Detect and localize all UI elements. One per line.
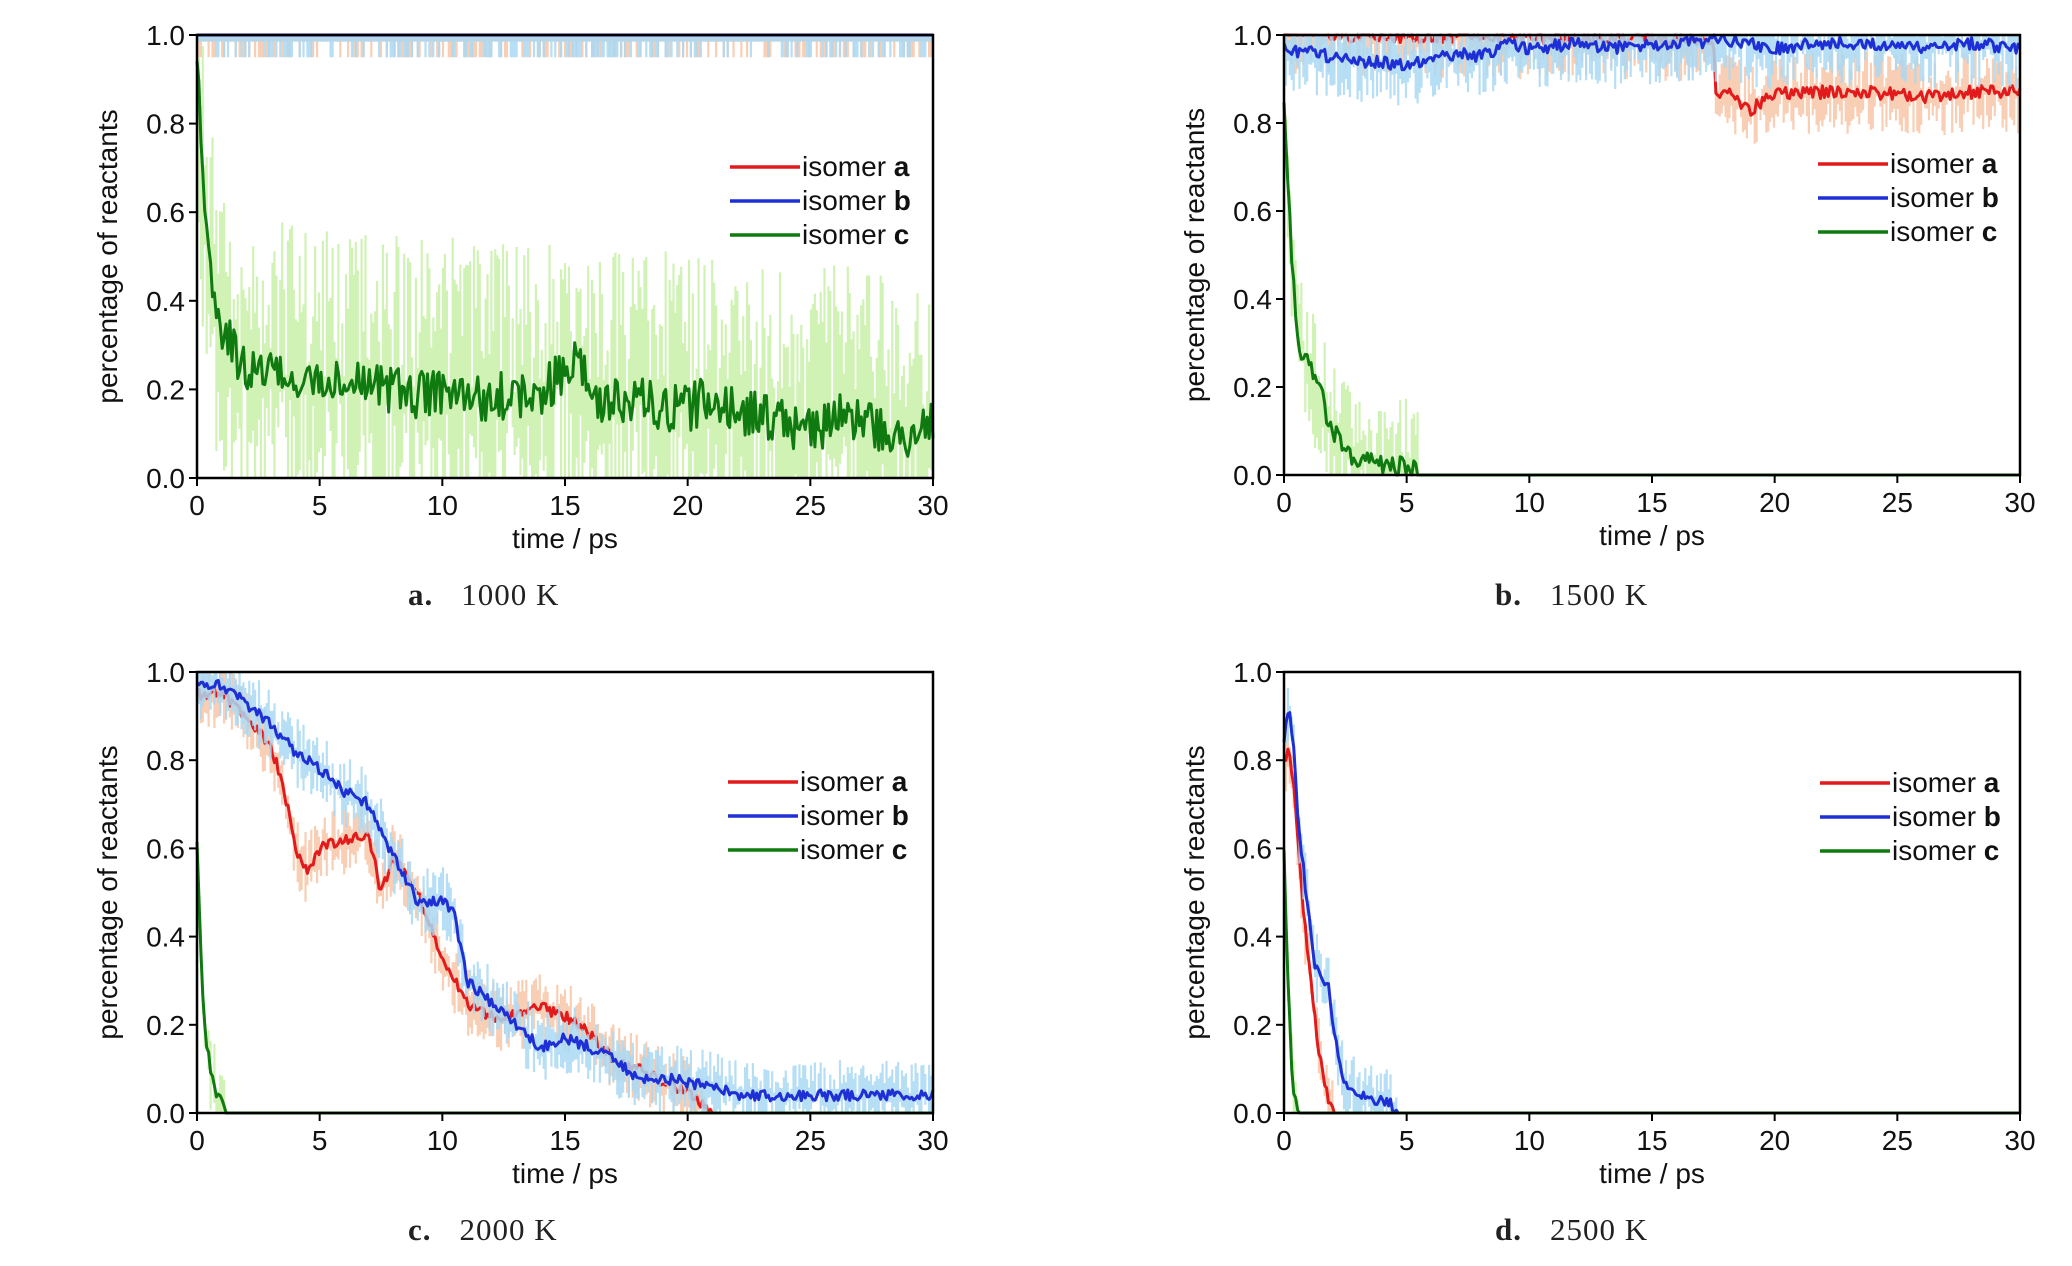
- y-tick-label-a-5: 1.0: [146, 20, 185, 51]
- x-tick-label-a-0: 0: [189, 490, 205, 521]
- x-tick-label-a-5: 25: [795, 490, 826, 521]
- caption-c-temperature: 2000 K: [459, 1212, 558, 1247]
- panel-b: 0.0 0.2 0.4 0.6 0.8 1.0 0 5 10 15 20 25 30 time / ps p…: [1179, 20, 2036, 551]
- x-tick-label-d-6: 30: [2004, 1125, 2035, 1156]
- x-axis-label-c: time / ps: [512, 1158, 618, 1189]
- caption-b-temperature: 1500 K: [1550, 577, 1649, 612]
- caption-d-temperature: 2500 K: [1550, 1212, 1649, 1247]
- legend-label-c-1: isomer b: [800, 800, 909, 831]
- legend-label-c-2: isomer c: [800, 834, 907, 865]
- x-tick-label-c-3: 15: [549, 1125, 580, 1156]
- y-axis-label-d: percentage of reactants: [1179, 745, 1210, 1039]
- line-b-isomer-b: [1282, 33, 2022, 72]
- caption-c: c. 2000 K: [408, 1212, 558, 1248]
- y-tick-label-b-5: 1.0: [1233, 20, 1272, 51]
- x-tick-label-a-4: 20: [672, 490, 703, 521]
- line-a-isomer-c: [195, 60, 935, 458]
- x-tick-label-d-3: 15: [1636, 1125, 1667, 1156]
- y-tick-label-b-4: 0.8: [1233, 108, 1272, 139]
- y-tick-label-d-2: 0.4: [1233, 922, 1272, 953]
- x-tick-label-c-5: 25: [795, 1125, 826, 1156]
- y-tick-label-b-1: 0.2: [1233, 372, 1272, 403]
- x-axis-label-a: time / ps: [512, 523, 618, 554]
- y-tick-label-a-1: 0.2: [146, 374, 185, 405]
- x-tick-label-c-2: 10: [427, 1125, 458, 1156]
- x-tick-label-c-0: 0: [189, 1125, 205, 1156]
- y-tick-label-c-4: 0.8: [146, 745, 185, 776]
- x-tick-label-b-2: 10: [1514, 487, 1545, 518]
- legend-label-d-0: isomer a: [1892, 767, 2000, 798]
- y-tick-label-a-4: 0.8: [146, 109, 185, 140]
- caption-b-letter: b.: [1495, 577, 1522, 612]
- y-tick-label-c-3: 0.6: [146, 833, 185, 864]
- x-tick-label-b-1: 5: [1399, 487, 1415, 518]
- legend-label-d-2: isomer c: [1892, 835, 1999, 866]
- y-tick-label-a-3: 0.6: [146, 197, 185, 228]
- legend-label-a-1: isomer b: [802, 185, 911, 216]
- x-axis-label-b: time / ps: [1599, 520, 1705, 551]
- panel-a: 0.0 0.2 0.4 0.6 0.8 1.0 0 5 10 15 20 25 30 time / ps p…: [92, 20, 949, 554]
- x-tick-label-a-6: 30: [917, 490, 948, 521]
- plot-area-d: [1284, 672, 2020, 1113]
- y-tick-label-a-0: 0.0: [146, 463, 185, 494]
- x-tick-label-c-1: 5: [312, 1125, 328, 1156]
- y-axis-label-c: percentage of reactants: [92, 745, 123, 1039]
- y-tick-label-d-0: 0.0: [1233, 1098, 1272, 1129]
- caption-d-letter: d.: [1495, 1212, 1522, 1247]
- x-tick-label-a-1: 5: [312, 490, 328, 521]
- y-tick-label-d-5: 1.0: [1233, 657, 1272, 688]
- x-tick-label-d-2: 10: [1514, 1125, 1545, 1156]
- y-tick-label-d-4: 0.8: [1233, 745, 1272, 776]
- y-tick-label-c-2: 0.4: [146, 922, 185, 953]
- x-tick-label-c-4: 20: [672, 1125, 703, 1156]
- caption-a-letter: a.: [408, 577, 434, 612]
- legend-label-b-0: isomer a: [1890, 148, 1998, 179]
- caption-d: d. 2500 K: [1495, 1212, 1648, 1248]
- caption-c-letter: c.: [408, 1212, 432, 1247]
- y-tick-label-d-3: 0.6: [1233, 833, 1272, 864]
- y-axis-label-a: percentage of reactants: [92, 109, 123, 403]
- y-tick-label-b-0: 0.0: [1233, 460, 1272, 491]
- y-tick-label-b-3: 0.6: [1233, 196, 1272, 227]
- y-axis-label-b: percentage of reactants: [1179, 108, 1210, 402]
- x-tick-label-b-6: 30: [2004, 487, 2035, 518]
- y-tick-label-c-0: 0.0: [146, 1098, 185, 1129]
- x-tick-label-c-6: 30: [917, 1125, 948, 1156]
- caption-a: a. 1000 K: [408, 577, 559, 613]
- caption-b: b. 1500 K: [1495, 577, 1648, 613]
- panel-c: 0.0 0.2 0.4 0.6 0.8 1.0 0 5 10 15 20 25 30 time / ps p…: [92, 657, 949, 1189]
- y-tick-label-c-5: 1.0: [146, 657, 185, 688]
- x-tick-label-b-3: 15: [1636, 487, 1667, 518]
- x-tick-label-d-4: 20: [1759, 1125, 1790, 1156]
- x-tick-label-d-0: 0: [1276, 1125, 1292, 1156]
- y-tick-label-a-2: 0.4: [146, 286, 185, 317]
- legend-label-c-0: isomer a: [800, 766, 908, 797]
- caption-a-temperature: 1000 K: [461, 577, 560, 612]
- x-tick-label-b-4: 20: [1759, 487, 1790, 518]
- legend-label-a-2: isomer c: [802, 219, 909, 250]
- legend-label-d-1: isomer b: [1892, 801, 2001, 832]
- x-tick-label-b-5: 25: [1882, 487, 1913, 518]
- legend-label-a-0: isomer a: [802, 151, 910, 182]
- panel-d: 0.0 0.2 0.4 0.6 0.8 1.0 0 5 10 15 20 25 30 time / ps p…: [1179, 657, 2036, 1189]
- x-tick-label-d-5: 25: [1882, 1125, 1913, 1156]
- x-tick-label-b-0: 0: [1276, 487, 1292, 518]
- x-tick-label-d-1: 5: [1399, 1125, 1415, 1156]
- x-tick-label-a-3: 15: [549, 490, 580, 521]
- y-tick-label-b-2: 0.4: [1233, 284, 1272, 315]
- y-tick-label-c-1: 0.2: [146, 1010, 185, 1041]
- legend-label-b-1: isomer b: [1890, 182, 1999, 213]
- legend-label-b-2: isomer c: [1890, 216, 1997, 247]
- x-axis-label-d: time / ps: [1599, 1158, 1705, 1189]
- line-c-isomer-b: [195, 678, 935, 1103]
- y-tick-label-d-1: 0.2: [1233, 1010, 1272, 1041]
- x-tick-label-a-2: 10: [427, 490, 458, 521]
